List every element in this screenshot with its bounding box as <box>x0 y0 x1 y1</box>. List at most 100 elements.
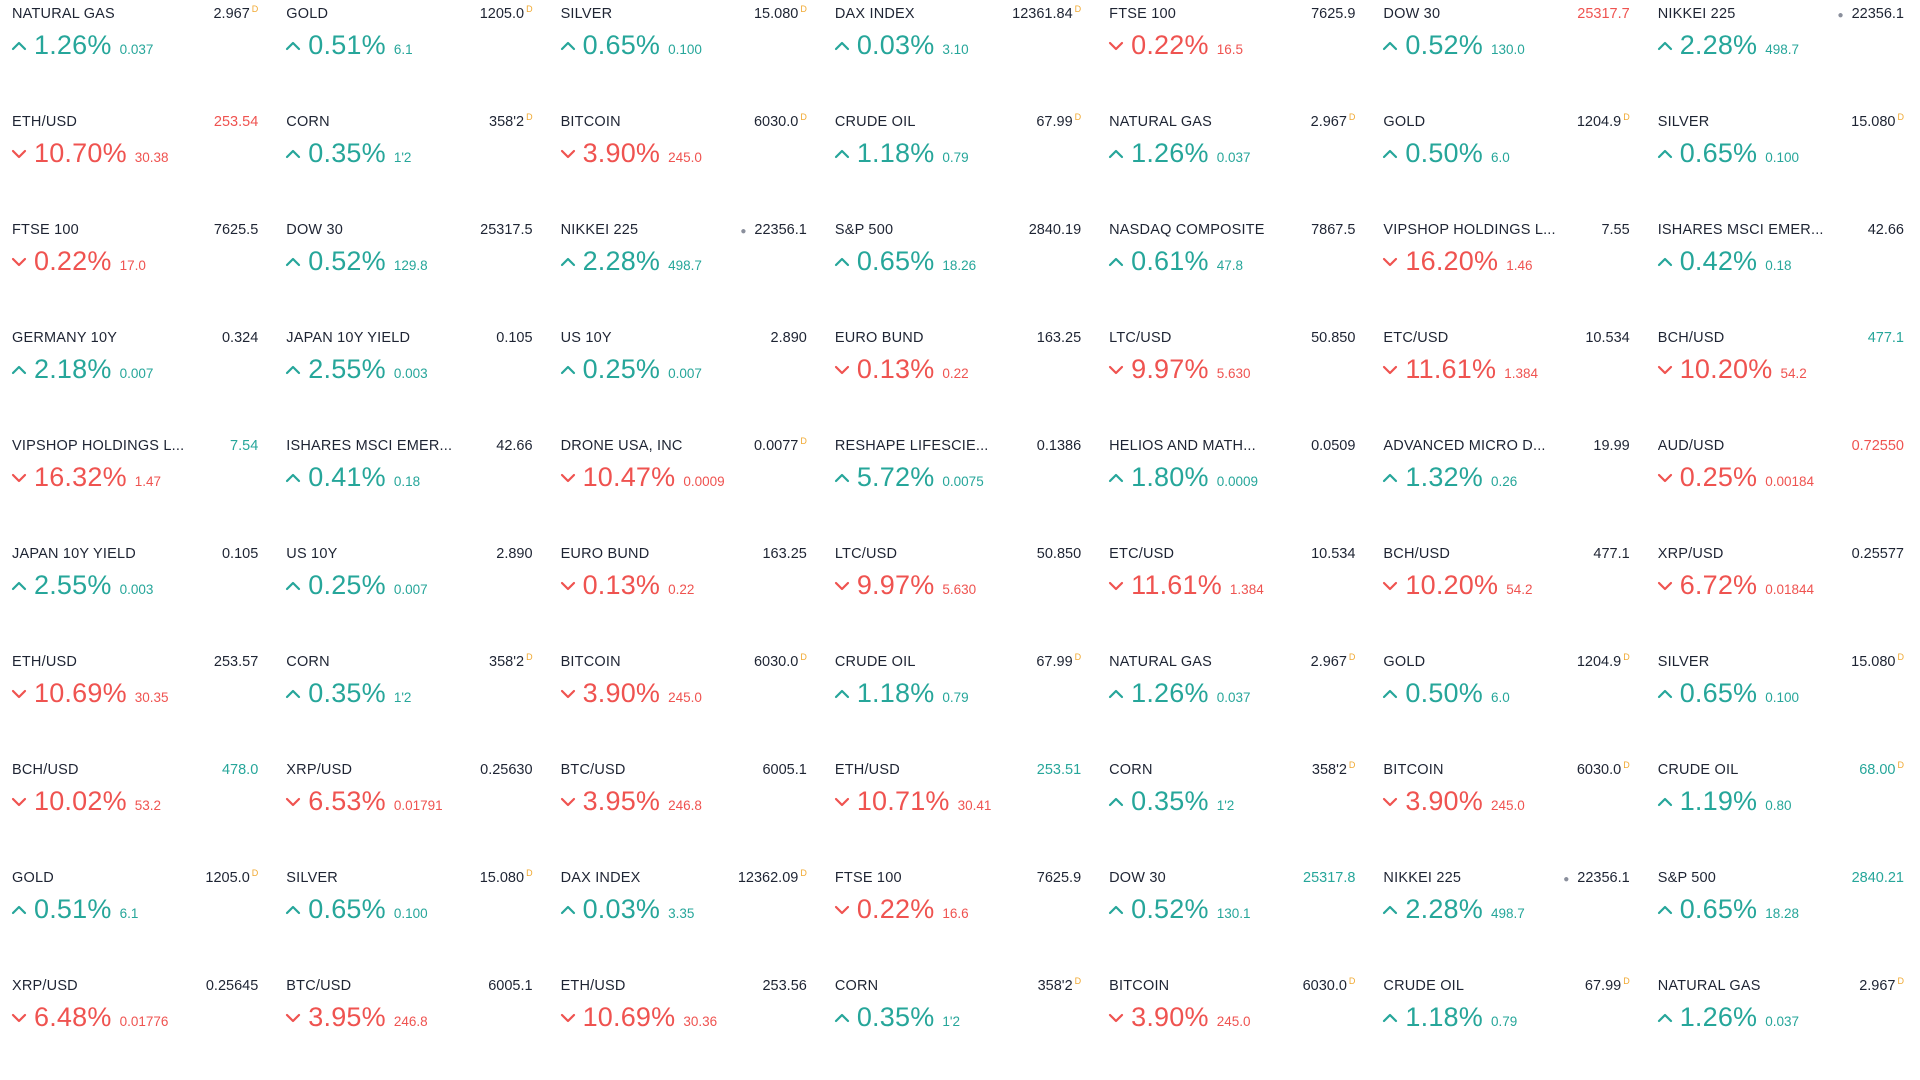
ticker-percent-change: 3.95% <box>308 1002 386 1032</box>
ticker-tile[interactable]: EURO BUND 163.25 0.13% 0.22 <box>549 540 823 648</box>
ticker-tile[interactable]: NIKKEI 225 ● 22356.1 2.28% 498.7 <box>1646 0 1920 108</box>
ticker-change-row: 0.35% 1'2 <box>284 138 411 169</box>
ticker-absolute-change: 0.100 <box>1765 150 1800 165</box>
ticker-price: 1204.9 <box>1576 654 1622 670</box>
ticker-tile[interactable]: GERMANY 10Y 0.324 2.18% 0.007 <box>0 324 274 432</box>
ticker-tile[interactable]: NATURAL GAS 2.967 D 1.26% 0.037 <box>0 0 274 108</box>
ticker-tile[interactable]: FTSE 100 7625.9 0.22% 16.6 <box>823 864 1097 972</box>
ticker-tile[interactable]: ETH/USD 253.57 10.69% 30.35 <box>0 648 274 756</box>
ticker-tile[interactable]: SILVER 15.080 D 0.65% 0.100 <box>549 0 823 108</box>
ticker-tile[interactable]: SILVER 15.080 D 0.65% 0.100 <box>274 864 548 972</box>
ticker-tile[interactable]: DAX INDEX 12361.84 D 0.03% 3.10 <box>823 0 1097 108</box>
ticker-tile[interactable]: NATURAL GAS 2.967 D 1.26% 0.037 <box>1646 972 1920 1080</box>
ticker-tile[interactable]: BCH/USD 477.1 10.20% 54.2 <box>1646 324 1920 432</box>
ticker-tile[interactable]: RESHAPE LIFESCIE... 0.1386 5.72% 0.0075 <box>823 432 1097 540</box>
ticker-tile[interactable]: DRONE USA, INC 0.0077 D 10.47% 0.0009 <box>549 432 823 540</box>
ticker-tile[interactable]: SILVER 15.080 D 0.65% 0.100 <box>1646 648 1920 756</box>
ticker-tile[interactable]: XRP/USD 0.25645 6.48% 0.01776 <box>0 972 274 1080</box>
ticker-tile[interactable]: BCH/USD 477.1 10.20% 54.2 <box>1371 540 1645 648</box>
ticker-tile[interactable]: ETC/USD 10.534 11.61% 1.384 <box>1371 324 1645 432</box>
ticker-absolute-change: 0.80 <box>1765 798 1792 813</box>
ticker-percent-change: 0.35% <box>308 678 386 708</box>
ticker-absolute-change: 0.100 <box>1765 690 1800 705</box>
ticker-percent-change: 0.25% <box>582 354 661 384</box>
chevron-up-icon <box>1107 793 1125 811</box>
chevron-down-icon <box>1107 37 1125 55</box>
ticker-tile[interactable]: DOW 30 25317.7 0.52% 130.0 <box>1371 0 1645 108</box>
ticker-tile[interactable]: JAPAN 10Y YIELD 0.105 2.55% 0.003 <box>0 540 274 648</box>
ticker-tile[interactable]: DAX INDEX 12362.09 D 0.03% 3.35 <box>549 864 823 972</box>
ticker-tile[interactable]: BCH/USD 478.0 10.02% 53.2 <box>0 756 274 864</box>
ticker-tile[interactable]: BITCOIN 6030.0 D 3.90% 245.0 <box>1371 756 1645 864</box>
ticker-tile[interactable]: NIKKEI 225 ● 22356.1 2.28% 498.7 <box>1371 864 1645 972</box>
ticker-tile[interactable]: LTC/USD 50.850 9.97% 5.630 <box>823 540 1097 648</box>
ticker-absolute-change: 47.8 <box>1216 258 1243 273</box>
delayed-data-flag: D <box>1623 976 1630 986</box>
ticker-tile[interactable]: ETH/USD 253.54 10.70% 30.38 <box>0 108 274 216</box>
ticker-tile[interactable]: DOW 30 25317.8 0.52% 130.1 <box>1097 864 1371 972</box>
ticker-tile[interactable]: FTSE 100 7625.5 0.22% 17.0 <box>0 216 274 324</box>
ticker-tile[interactable]: JAPAN 10Y YIELD 0.105 2.55% 0.003 <box>274 324 548 432</box>
ticker-change-row: 10.70% 30.38 <box>10 138 169 169</box>
ticker-percent-change: 1.26% <box>1679 1002 1758 1032</box>
ticker-price: 6005.1 <box>762 762 807 778</box>
ticker-header: NATURAL GAS 2.967 D <box>12 4 258 22</box>
ticker-tile[interactable]: CRUDE OIL 67.99 D 1.18% 0.79 <box>823 648 1097 756</box>
ticker-tile[interactable]: FTSE 100 7625.9 0.22% 16.5 <box>1097 0 1371 108</box>
ticker-tile[interactable]: BTC/USD 6005.1 3.95% 246.8 <box>549 756 823 864</box>
ticker-tile[interactable]: BITCOIN 6030.0 D 3.90% 245.0 <box>549 648 823 756</box>
ticker-price: 25317.7 <box>1577 6 1630 22</box>
ticker-tile[interactable]: ETH/USD 253.56 10.69% 30.36 <box>549 972 823 1080</box>
ticker-percent-change: 11.61% <box>1131 570 1222 600</box>
ticker-header: LTC/USD 50.850 <box>1109 330 1355 346</box>
ticker-tile[interactable]: VIPSHOP HOLDINGS L... 7.55 16.20% 1.46 <box>1371 216 1645 324</box>
ticker-tile[interactable]: ETH/USD 253.51 10.71% 30.41 <box>823 756 1097 864</box>
ticker-symbol: NATURAL GAS <box>12 6 115 22</box>
ticker-tile[interactable]: ETC/USD 10.534 11.61% 1.384 <box>1097 540 1371 648</box>
ticker-tile[interactable]: CRUDE OIL 68.00 D 1.19% 0.80 <box>1646 756 1920 864</box>
ticker-tile[interactable]: US 10Y 2.890 0.25% 0.007 <box>549 324 823 432</box>
ticker-tile[interactable]: VIPSHOP HOLDINGS L... 7.54 16.32% 1.47 <box>0 432 274 540</box>
ticker-tile[interactable]: XRP/USD 0.25630 6.53% 0.01791 <box>274 756 548 864</box>
ticker-tile[interactable]: CORN 358'2 D 0.35% 1'2 <box>274 648 548 756</box>
ticker-tile[interactable]: LTC/USD 50.850 9.97% 5.630 <box>1097 324 1371 432</box>
ticker-price: 2.890 <box>770 330 807 346</box>
ticker-tile[interactable]: BITCOIN 6030.0 D 3.90% 245.0 <box>549 108 823 216</box>
ticker-tile[interactable]: XRP/USD 0.25577 6.72% 0.01844 <box>1646 540 1920 648</box>
ticker-tile[interactable]: NATURAL GAS 2.967 D 1.26% 0.037 <box>1097 648 1371 756</box>
ticker-tile[interactable]: BTC/USD 6005.1 3.95% 246.8 <box>274 972 548 1080</box>
ticker-tile[interactable]: DOW 30 25317.5 0.52% 129.8 <box>274 216 548 324</box>
ticker-tile[interactable]: NIKKEI 225 ● 22356.1 2.28% 498.7 <box>549 216 823 324</box>
ticker-tile[interactable]: EURO BUND 163.25 0.13% 0.22 <box>823 324 1097 432</box>
ticker-tile[interactable]: S&P 500 2840.19 0.65% 18.26 <box>823 216 1097 324</box>
ticker-absolute-change: 0.100 <box>393 906 428 921</box>
ticker-absolute-change: 0.01844 <box>1765 582 1815 597</box>
ticker-tile[interactable]: NASDAQ COMPOSITE 7867.5 0.61% 47.8 <box>1097 216 1371 324</box>
ticker-tile[interactable]: CORN 358'2 D 0.35% 1'2 <box>274 108 548 216</box>
ticker-tile[interactable]: BITCOIN 6030.0 D 3.90% 245.0 <box>1097 972 1371 1080</box>
ticker-tile[interactable]: US 10Y 2.890 0.25% 0.007 <box>274 540 548 648</box>
ticker-tile[interactable]: ISHARES MSCI EMER... 42.66 0.41% 0.18 <box>274 432 548 540</box>
ticker-tile[interactable]: CORN 358'2 D 0.35% 1'2 <box>823 972 1097 1080</box>
ticker-absolute-change: 16.5 <box>1216 42 1243 57</box>
chevron-up-icon <box>833 1009 851 1027</box>
ticker-tile[interactable]: AUD/USD 0.72550 0.25% 0.00184 <box>1646 432 1920 540</box>
ticker-price: 67.99 <box>1036 654 1073 670</box>
ticker-tile[interactable]: GOLD 1205.0 D 0.51% 6.1 <box>0 864 274 972</box>
ticker-tile[interactable]: ADVANCED MICRO D... 19.99 1.32% 0.26 <box>1371 432 1645 540</box>
ticker-tile[interactable]: S&P 500 2840.21 0.65% 18.28 <box>1646 864 1920 972</box>
ticker-tile[interactable]: CRUDE OIL 67.99 D 1.18% 0.79 <box>823 108 1097 216</box>
ticker-tile[interactable]: GOLD 1204.9 D 0.50% 6.0 <box>1371 108 1645 216</box>
ticker-tile[interactable]: GOLD 1204.9 D 0.50% 6.0 <box>1371 648 1645 756</box>
ticker-price: 67.99 <box>1584 978 1622 994</box>
ticker-tile[interactable]: HELIOS AND MATH... 0.0509 1.80% 0.0009 <box>1097 432 1371 540</box>
ticker-tile[interactable]: SILVER 15.080 D 0.65% 0.100 <box>1646 108 1920 216</box>
ticker-tile[interactable]: NATURAL GAS 2.967 D 1.26% 0.037 <box>1097 108 1371 216</box>
ticker-tile[interactable]: CORN 358'2 D 0.35% 1'2 <box>1097 756 1371 864</box>
ticker-tile[interactable]: GOLD 1205.0 D 0.51% 6.1 <box>274 0 548 108</box>
ticker-tile[interactable]: CRUDE OIL 67.99 D 1.18% 0.79 <box>1371 972 1645 1080</box>
ticker-symbol: ETC/USD <box>1383 330 1449 346</box>
ticker-tile[interactable]: ISHARES MSCI EMER... 42.66 0.42% 0.18 <box>1646 216 1920 324</box>
ticker-header: VIPSHOP HOLDINGS L... 7.55 <box>1383 222 1629 238</box>
ticker-change-row: 3.90% 245.0 <box>1107 1002 1251 1033</box>
